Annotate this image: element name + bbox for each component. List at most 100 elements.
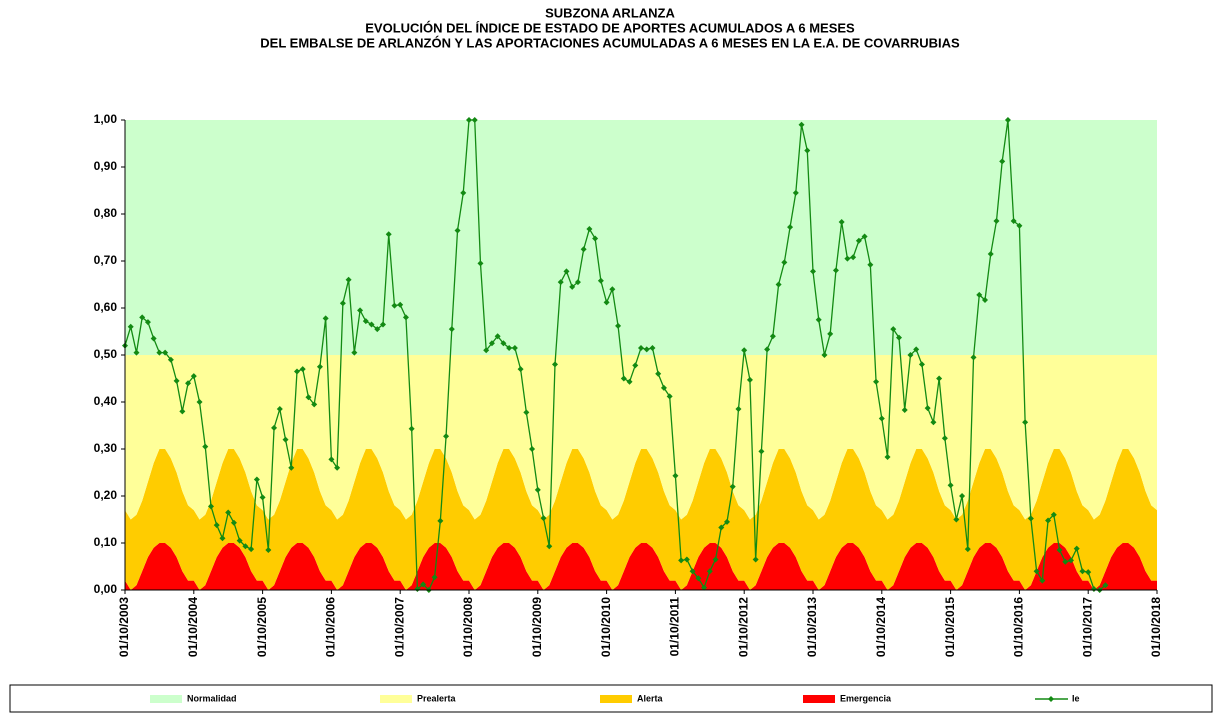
point [964,546,971,553]
x-tick-label: 01/10/2013 [805,597,819,657]
point [970,354,977,361]
point [787,224,794,231]
point [884,453,891,460]
point [746,376,753,383]
point [225,509,232,516]
point [792,189,799,196]
y-tick-label: 0,90 [94,159,118,173]
legend-swatch [150,695,182,703]
point [924,405,931,412]
point [402,314,409,321]
point [855,237,862,244]
point [603,299,610,306]
point [987,250,994,257]
point [162,349,169,356]
point [832,267,839,274]
point [477,260,484,267]
point [620,375,627,382]
point [1068,557,1074,564]
y-tick-label: 0,40 [94,394,118,408]
point [408,425,415,432]
point [643,346,650,353]
point [655,370,662,377]
point [500,340,507,347]
point [1016,222,1023,229]
point [385,231,392,238]
point [907,352,914,358]
point [844,255,851,262]
point [701,584,708,591]
point [878,415,885,422]
point [144,319,151,326]
point [219,535,226,542]
legend-label: Normalidad [187,693,237,703]
point [896,334,902,341]
point [454,227,461,234]
point [299,366,306,373]
point [133,349,140,356]
point [529,446,536,452]
x-tick-label: 01/10/2015 [943,597,957,657]
point [683,556,690,563]
point [626,378,633,385]
point [443,433,450,440]
y-tick-label: 0,30 [94,441,118,455]
point [316,363,323,370]
x-tick-label: 01/10/2017 [1080,597,1094,657]
point [294,368,300,375]
point [374,326,381,333]
point [678,557,685,564]
point [167,356,174,363]
x-tick-label: 01/10/2008 [461,597,475,657]
y-tick-label: 0,70 [94,253,118,267]
point [150,335,157,342]
point [1004,117,1011,123]
point [488,340,495,347]
point [695,575,702,582]
y-tick-label: 1,00 [94,112,118,126]
point [941,435,948,442]
point [345,276,352,283]
point [351,349,358,356]
point [265,547,272,554]
legend-swatch [803,695,835,703]
point [288,464,295,471]
point [546,543,553,550]
point [494,333,501,340]
x-tick-label: 01/10/2011 [668,597,682,657]
point [282,436,289,443]
area-band [125,449,1157,590]
point [230,519,237,526]
point [901,406,908,413]
point [660,384,667,391]
point [1010,218,1017,225]
x-tick-label: 01/10/2007 [392,597,406,657]
point [557,279,564,286]
point [861,233,868,240]
point [741,347,748,354]
point [362,318,369,325]
x-tick-label: 01/10/2010 [599,597,613,657]
point [259,494,266,501]
point [775,281,782,288]
point [752,556,759,563]
point [173,377,180,384]
point [930,419,937,426]
point [506,344,513,351]
x-tick-label: 01/10/2004 [186,597,200,657]
point [982,297,988,304]
point [540,515,547,522]
point [242,543,249,550]
point [448,326,455,333]
point [804,147,811,154]
point [1102,582,1109,589]
legend-label: Prealerta [417,693,457,703]
point [1027,515,1034,522]
point [1039,577,1046,584]
point [552,361,558,368]
point [798,121,805,128]
point [890,326,897,333]
point [976,291,983,298]
point [1079,568,1086,575]
